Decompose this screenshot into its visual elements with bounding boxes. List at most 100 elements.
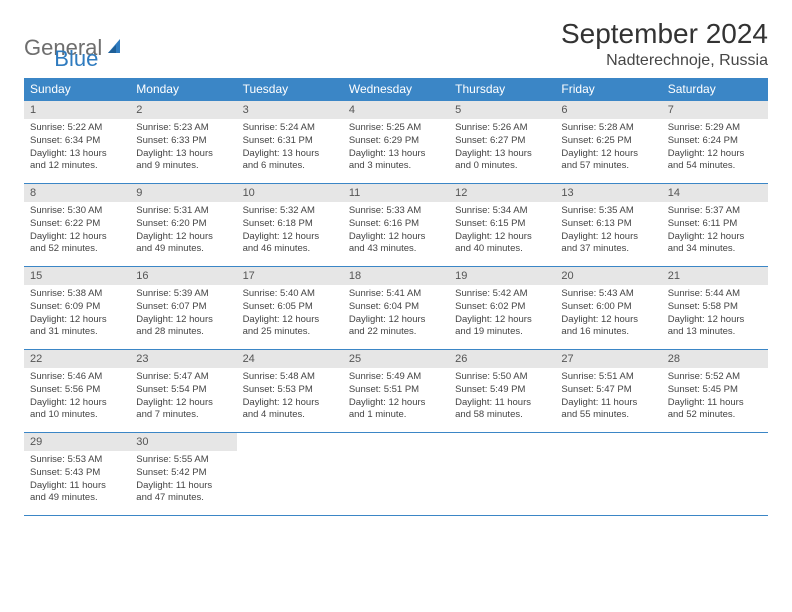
- sunrise-text: Sunrise: 5:40 AM: [243, 288, 337, 301]
- daylight-text: Daylight: 12 hours: [561, 314, 655, 327]
- sunrise-text: Sunrise: 5:43 AM: [561, 288, 655, 301]
- day-body: Sunrise: 5:42 AMSunset: 6:02 PMDaylight:…: [449, 285, 555, 345]
- day-number: 3: [237, 101, 343, 119]
- empty-cell: [343, 433, 449, 515]
- sunrise-text: Sunrise: 5:31 AM: [136, 205, 230, 218]
- weekday-header-row: Sunday Monday Tuesday Wednesday Thursday…: [24, 78, 768, 100]
- sunrise-text: Sunrise: 5:50 AM: [455, 371, 549, 384]
- day-number: 5: [449, 101, 555, 119]
- week-row: 1Sunrise: 5:22 AMSunset: 6:34 PMDaylight…: [24, 100, 768, 183]
- day-number: 13: [555, 184, 661, 202]
- daylight-text: Daylight: 11 hours: [455, 397, 549, 410]
- week-row: 15Sunrise: 5:38 AMSunset: 6:09 PMDayligh…: [24, 266, 768, 349]
- daylight-text: Daylight: 13 hours: [243, 148, 337, 161]
- day-number: 12: [449, 184, 555, 202]
- daylight-text: Daylight: 12 hours: [136, 314, 230, 327]
- daylight-text: Daylight: 12 hours: [668, 148, 762, 161]
- sunset-text: Sunset: 6:34 PM: [30, 135, 124, 148]
- daylight-text: Daylight: 13 hours: [30, 148, 124, 161]
- day-number: 28: [662, 350, 768, 368]
- daylight-text: and 4 minutes.: [243, 409, 337, 422]
- day-cell: 11Sunrise: 5:33 AMSunset: 6:16 PMDayligh…: [343, 184, 449, 266]
- sunrise-text: Sunrise: 5:55 AM: [136, 454, 230, 467]
- sunset-text: Sunset: 6:16 PM: [349, 218, 443, 231]
- day-number: 21: [662, 267, 768, 285]
- day-body: Sunrise: 5:51 AMSunset: 5:47 PMDaylight:…: [555, 368, 661, 428]
- day-number: 24: [237, 350, 343, 368]
- day-body: Sunrise: 5:41 AMSunset: 6:04 PMDaylight:…: [343, 285, 449, 345]
- sunset-text: Sunset: 5:51 PM: [349, 384, 443, 397]
- sunrise-text: Sunrise: 5:25 AM: [349, 122, 443, 135]
- sunrise-text: Sunrise: 5:34 AM: [455, 205, 549, 218]
- day-number: 19: [449, 267, 555, 285]
- sunrise-text: Sunrise: 5:23 AM: [136, 122, 230, 135]
- sunset-text: Sunset: 5:53 PM: [243, 384, 337, 397]
- day-cell: 25Sunrise: 5:49 AMSunset: 5:51 PMDayligh…: [343, 350, 449, 432]
- sunrise-text: Sunrise: 5:24 AM: [243, 122, 337, 135]
- sunset-text: Sunset: 6:15 PM: [455, 218, 549, 231]
- daylight-text: Daylight: 12 hours: [349, 314, 443, 327]
- empty-cell: [237, 433, 343, 515]
- day-body: Sunrise: 5:22 AMSunset: 6:34 PMDaylight:…: [24, 119, 130, 179]
- sunrise-text: Sunrise: 5:46 AM: [30, 371, 124, 384]
- sunrise-text: Sunrise: 5:32 AM: [243, 205, 337, 218]
- daylight-text: Daylight: 12 hours: [243, 397, 337, 410]
- day-number: 4: [343, 101, 449, 119]
- day-body: Sunrise: 5:49 AMSunset: 5:51 PMDaylight:…: [343, 368, 449, 428]
- day-number: 29: [24, 433, 130, 451]
- page-header: General Blue September 2024 Nadterechnoj…: [24, 18, 768, 72]
- sunrise-text: Sunrise: 5:53 AM: [30, 454, 124, 467]
- sunrise-text: Sunrise: 5:41 AM: [349, 288, 443, 301]
- day-body: Sunrise: 5:43 AMSunset: 6:00 PMDaylight:…: [555, 285, 661, 345]
- sunset-text: Sunset: 6:02 PM: [455, 301, 549, 314]
- day-body: Sunrise: 5:40 AMSunset: 6:05 PMDaylight:…: [237, 285, 343, 345]
- daylight-text: and 58 minutes.: [455, 409, 549, 422]
- day-cell: 1Sunrise: 5:22 AMSunset: 6:34 PMDaylight…: [24, 101, 130, 183]
- empty-cell: [662, 433, 768, 515]
- daylight-text: and 22 minutes.: [349, 326, 443, 339]
- sunset-text: Sunset: 5:42 PM: [136, 467, 230, 480]
- weekday-header: Thursday: [449, 78, 555, 100]
- sunset-text: Sunset: 6:27 PM: [455, 135, 549, 148]
- sunset-text: Sunset: 6:22 PM: [30, 218, 124, 231]
- day-cell: 9Sunrise: 5:31 AMSunset: 6:20 PMDaylight…: [130, 184, 236, 266]
- daylight-text: Daylight: 12 hours: [561, 231, 655, 244]
- day-cell: 13Sunrise: 5:35 AMSunset: 6:13 PMDayligh…: [555, 184, 661, 266]
- day-number: 26: [449, 350, 555, 368]
- sunset-text: Sunset: 6:05 PM: [243, 301, 337, 314]
- daylight-text: and 9 minutes.: [136, 160, 230, 173]
- empty-cell: [449, 433, 555, 515]
- daylight-text: and 47 minutes.: [136, 492, 230, 505]
- daylight-text: and 43 minutes.: [349, 243, 443, 256]
- day-number: 23: [130, 350, 236, 368]
- day-number: 10: [237, 184, 343, 202]
- daylight-text: and 7 minutes.: [136, 409, 230, 422]
- day-cell: 3Sunrise: 5:24 AMSunset: 6:31 PMDaylight…: [237, 101, 343, 183]
- daylight-text: Daylight: 11 hours: [561, 397, 655, 410]
- sunrise-text: Sunrise: 5:52 AM: [668, 371, 762, 384]
- daylight-text: Daylight: 13 hours: [455, 148, 549, 161]
- sunset-text: Sunset: 5:56 PM: [30, 384, 124, 397]
- day-cell: 8Sunrise: 5:30 AMSunset: 6:22 PMDaylight…: [24, 184, 130, 266]
- day-cell: 22Sunrise: 5:46 AMSunset: 5:56 PMDayligh…: [24, 350, 130, 432]
- brand-logo: General Blue: [24, 24, 98, 72]
- sunrise-text: Sunrise: 5:35 AM: [561, 205, 655, 218]
- day-cell: 23Sunrise: 5:47 AMSunset: 5:54 PMDayligh…: [130, 350, 236, 432]
- daylight-text: and 54 minutes.: [668, 160, 762, 173]
- daylight-text: Daylight: 12 hours: [349, 397, 443, 410]
- day-body: Sunrise: 5:35 AMSunset: 6:13 PMDaylight:…: [555, 202, 661, 262]
- day-number: 15: [24, 267, 130, 285]
- sunrise-text: Sunrise: 5:39 AM: [136, 288, 230, 301]
- daylight-text: Daylight: 12 hours: [561, 148, 655, 161]
- daylight-text: and 12 minutes.: [30, 160, 124, 173]
- day-cell: 26Sunrise: 5:50 AMSunset: 5:49 PMDayligh…: [449, 350, 555, 432]
- daylight-text: and 57 minutes.: [561, 160, 655, 173]
- day-body: Sunrise: 5:52 AMSunset: 5:45 PMDaylight:…: [662, 368, 768, 428]
- daylight-text: and 13 minutes.: [668, 326, 762, 339]
- week-row: 8Sunrise: 5:30 AMSunset: 6:22 PMDaylight…: [24, 183, 768, 266]
- day-cell: 29Sunrise: 5:53 AMSunset: 5:43 PMDayligh…: [24, 433, 130, 515]
- daylight-text: and 52 minutes.: [30, 243, 124, 256]
- day-number: 30: [130, 433, 236, 451]
- week-row: 29Sunrise: 5:53 AMSunset: 5:43 PMDayligh…: [24, 432, 768, 516]
- daylight-text: Daylight: 12 hours: [136, 231, 230, 244]
